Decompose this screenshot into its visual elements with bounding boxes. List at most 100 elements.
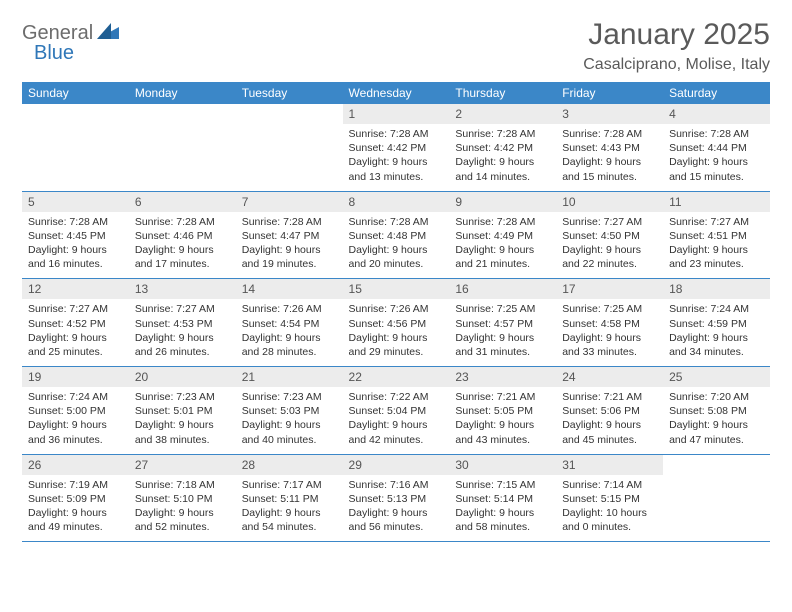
calendar-week-row: 5Sunrise: 7:28 AMSunset: 4:45 PMDaylight… [22, 191, 770, 279]
title-block: January 2025 Casalciprano, Molise, Italy [583, 18, 770, 74]
calendar-day-cell: 6Sunrise: 7:28 AMSunset: 4:46 PMDaylight… [129, 191, 236, 279]
calendar-day-cell: 7Sunrise: 7:28 AMSunset: 4:47 PMDaylight… [236, 191, 343, 279]
day-details: Sunrise: 7:25 AMSunset: 4:57 PMDaylight:… [449, 299, 556, 366]
day-number: 18 [663, 279, 770, 299]
day-details: Sunrise: 7:28 AMSunset: 4:45 PMDaylight:… [22, 212, 129, 279]
day-details: Sunrise: 7:22 AMSunset: 5:04 PMDaylight:… [343, 387, 450, 454]
day-details: Sunrise: 7:26 AMSunset: 4:56 PMDaylight:… [343, 299, 450, 366]
calendar-day-cell: 18Sunrise: 7:24 AMSunset: 4:59 PMDayligh… [663, 279, 770, 367]
day-details: Sunrise: 7:25 AMSunset: 4:58 PMDaylight:… [556, 299, 663, 366]
day-details: Sunrise: 7:19 AMSunset: 5:09 PMDaylight:… [22, 475, 129, 542]
calendar-empty-cell [663, 454, 770, 542]
calendar-day-cell: 9Sunrise: 7:28 AMSunset: 4:49 PMDaylight… [449, 191, 556, 279]
day-number: 26 [22, 455, 129, 475]
calendar-empty-cell [129, 104, 236, 191]
weekday-header: Tuesday [236, 82, 343, 104]
day-number: 27 [129, 455, 236, 475]
day-number: 20 [129, 367, 236, 387]
calendar-week-row: 1Sunrise: 7:28 AMSunset: 4:42 PMDaylight… [22, 104, 770, 191]
calendar-day-cell: 17Sunrise: 7:25 AMSunset: 4:58 PMDayligh… [556, 279, 663, 367]
day-details: Sunrise: 7:18 AMSunset: 5:10 PMDaylight:… [129, 475, 236, 542]
day-number: 1 [343, 104, 450, 124]
day-number: 17 [556, 279, 663, 299]
day-details: Sunrise: 7:26 AMSunset: 4:54 PMDaylight:… [236, 299, 343, 366]
calendar-day-cell: 27Sunrise: 7:18 AMSunset: 5:10 PMDayligh… [129, 454, 236, 542]
day-details: Sunrise: 7:28 AMSunset: 4:49 PMDaylight:… [449, 212, 556, 279]
calendar-day-cell: 31Sunrise: 7:14 AMSunset: 5:15 PMDayligh… [556, 454, 663, 542]
logo-mark-icon [97, 23, 119, 44]
calendar-day-cell: 23Sunrise: 7:21 AMSunset: 5:05 PMDayligh… [449, 367, 556, 455]
calendar-day-cell: 22Sunrise: 7:22 AMSunset: 5:04 PMDayligh… [343, 367, 450, 455]
calendar-day-cell: 12Sunrise: 7:27 AMSunset: 4:52 PMDayligh… [22, 279, 129, 367]
day-details: Sunrise: 7:28 AMSunset: 4:46 PMDaylight:… [129, 212, 236, 279]
day-number: 10 [556, 192, 663, 212]
weekday-header: Monday [129, 82, 236, 104]
day-details: Sunrise: 7:14 AMSunset: 5:15 PMDaylight:… [556, 475, 663, 542]
day-number: 29 [343, 455, 450, 475]
day-details: Sunrise: 7:23 AMSunset: 5:03 PMDaylight:… [236, 387, 343, 454]
day-details: Sunrise: 7:20 AMSunset: 5:08 PMDaylight:… [663, 387, 770, 454]
calendar-day-cell: 16Sunrise: 7:25 AMSunset: 4:57 PMDayligh… [449, 279, 556, 367]
calendar-week-row: 12Sunrise: 7:27 AMSunset: 4:52 PMDayligh… [22, 279, 770, 367]
weekday-header: Thursday [449, 82, 556, 104]
day-number: 28 [236, 455, 343, 475]
day-details: Sunrise: 7:27 AMSunset: 4:53 PMDaylight:… [129, 299, 236, 366]
day-number: 7 [236, 192, 343, 212]
day-number: 13 [129, 279, 236, 299]
month-title: January 2025 [583, 18, 770, 52]
day-number: 9 [449, 192, 556, 212]
day-details: Sunrise: 7:27 AMSunset: 4:50 PMDaylight:… [556, 212, 663, 279]
calendar-table: SundayMondayTuesdayWednesdayThursdayFrid… [22, 82, 770, 542]
weekday-header-row: SundayMondayTuesdayWednesdayThursdayFrid… [22, 82, 770, 104]
calendar-week-row: 26Sunrise: 7:19 AMSunset: 5:09 PMDayligh… [22, 454, 770, 542]
day-details: Sunrise: 7:17 AMSunset: 5:11 PMDaylight:… [236, 475, 343, 542]
day-number: 24 [556, 367, 663, 387]
calendar-day-cell: 24Sunrise: 7:21 AMSunset: 5:06 PMDayligh… [556, 367, 663, 455]
day-number: 2 [449, 104, 556, 124]
weekday-header: Saturday [663, 82, 770, 104]
calendar-day-cell: 8Sunrise: 7:28 AMSunset: 4:48 PMDaylight… [343, 191, 450, 279]
day-number: 6 [129, 192, 236, 212]
day-details: Sunrise: 7:15 AMSunset: 5:14 PMDaylight:… [449, 475, 556, 542]
day-number: 21 [236, 367, 343, 387]
day-details: Sunrise: 7:28 AMSunset: 4:47 PMDaylight:… [236, 212, 343, 279]
calendar-day-cell: 28Sunrise: 7:17 AMSunset: 5:11 PMDayligh… [236, 454, 343, 542]
calendar-day-cell: 10Sunrise: 7:27 AMSunset: 4:50 PMDayligh… [556, 191, 663, 279]
day-number: 4 [663, 104, 770, 124]
day-number: 23 [449, 367, 556, 387]
day-number: 25 [663, 367, 770, 387]
day-details: Sunrise: 7:24 AMSunset: 4:59 PMDaylight:… [663, 299, 770, 366]
calendar-day-cell: 11Sunrise: 7:27 AMSunset: 4:51 PMDayligh… [663, 191, 770, 279]
day-number: 15 [343, 279, 450, 299]
day-number: 3 [556, 104, 663, 124]
calendar-day-cell: 3Sunrise: 7:28 AMSunset: 4:43 PMDaylight… [556, 104, 663, 191]
calendar-empty-cell [22, 104, 129, 191]
day-details: Sunrise: 7:28 AMSunset: 4:42 PMDaylight:… [343, 124, 450, 191]
weekday-header: Wednesday [343, 82, 450, 104]
day-number: 5 [22, 192, 129, 212]
calendar-day-cell: 5Sunrise: 7:28 AMSunset: 4:45 PMDaylight… [22, 191, 129, 279]
calendar-day-cell: 26Sunrise: 7:19 AMSunset: 5:09 PMDayligh… [22, 454, 129, 542]
day-details: Sunrise: 7:28 AMSunset: 4:48 PMDaylight:… [343, 212, 450, 279]
day-number: 11 [663, 192, 770, 212]
weekday-header: Sunday [22, 82, 129, 104]
day-details: Sunrise: 7:27 AMSunset: 4:52 PMDaylight:… [22, 299, 129, 366]
calendar-day-cell: 15Sunrise: 7:26 AMSunset: 4:56 PMDayligh… [343, 279, 450, 367]
day-details: Sunrise: 7:28 AMSunset: 4:43 PMDaylight:… [556, 124, 663, 191]
day-number: 31 [556, 455, 663, 475]
logo: General [22, 18, 121, 45]
day-details: Sunrise: 7:16 AMSunset: 5:13 PMDaylight:… [343, 475, 450, 542]
calendar-day-cell: 19Sunrise: 7:24 AMSunset: 5:00 PMDayligh… [22, 367, 129, 455]
calendar-day-cell: 29Sunrise: 7:16 AMSunset: 5:13 PMDayligh… [343, 454, 450, 542]
calendar-day-cell: 14Sunrise: 7:26 AMSunset: 4:54 PMDayligh… [236, 279, 343, 367]
day-details: Sunrise: 7:21 AMSunset: 5:06 PMDaylight:… [556, 387, 663, 454]
header: General January 2025 Casalciprano, Molis… [22, 18, 770, 74]
calendar-day-cell: 25Sunrise: 7:20 AMSunset: 5:08 PMDayligh… [663, 367, 770, 455]
calendar-day-cell: 21Sunrise: 7:23 AMSunset: 5:03 PMDayligh… [236, 367, 343, 455]
calendar-day-cell: 2Sunrise: 7:28 AMSunset: 4:42 PMDaylight… [449, 104, 556, 191]
calendar-empty-cell [236, 104, 343, 191]
calendar-day-cell: 13Sunrise: 7:27 AMSunset: 4:53 PMDayligh… [129, 279, 236, 367]
day-details: Sunrise: 7:28 AMSunset: 4:42 PMDaylight:… [449, 124, 556, 191]
day-number: 8 [343, 192, 450, 212]
day-number: 12 [22, 279, 129, 299]
